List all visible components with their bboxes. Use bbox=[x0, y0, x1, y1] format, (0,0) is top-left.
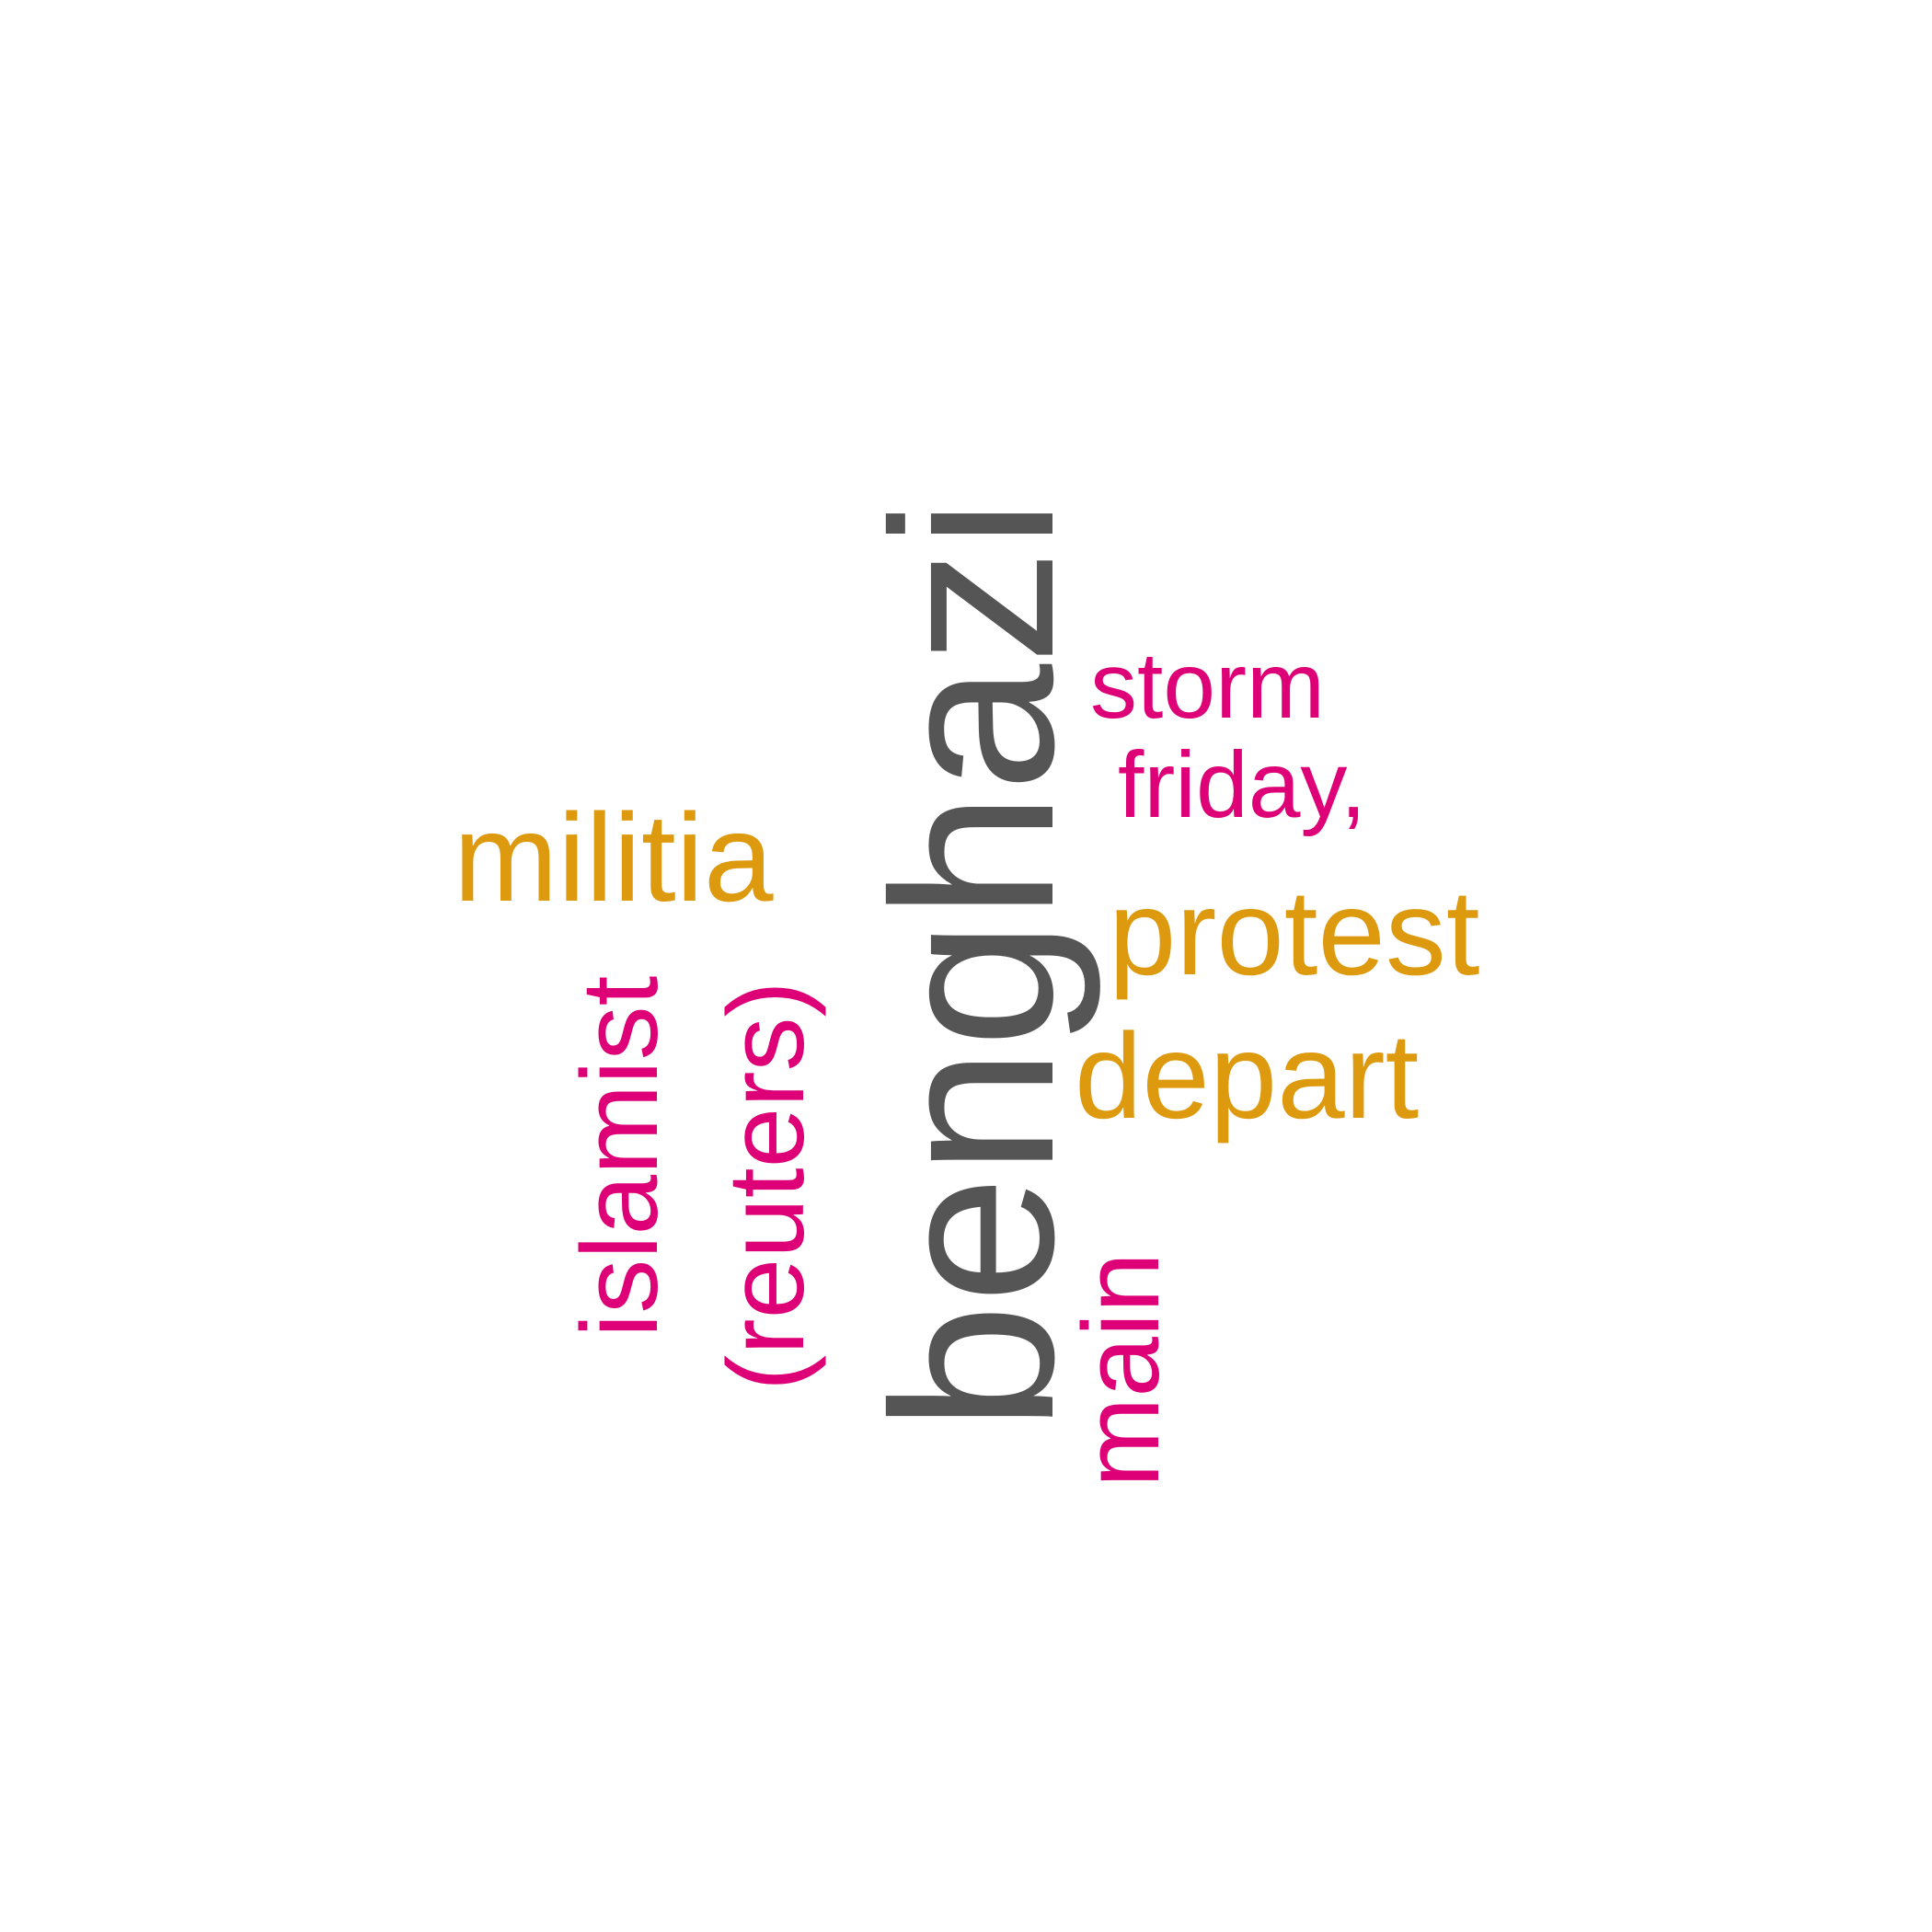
word-benghazi: benghazi bbox=[845, 498, 1101, 1432]
word-reuters: (reuters) bbox=[706, 981, 827, 1391]
word-storm: storm bbox=[1090, 633, 1325, 738]
word-islamist: islamist bbox=[559, 975, 681, 1338]
word-protest: protest bbox=[1109, 865, 1480, 1000]
word-friday: friday, bbox=[1118, 732, 1367, 837]
word-depart: depart bbox=[1075, 1008, 1420, 1144]
word-main: main bbox=[1061, 1252, 1182, 1488]
word-militia: militia bbox=[454, 788, 774, 927]
